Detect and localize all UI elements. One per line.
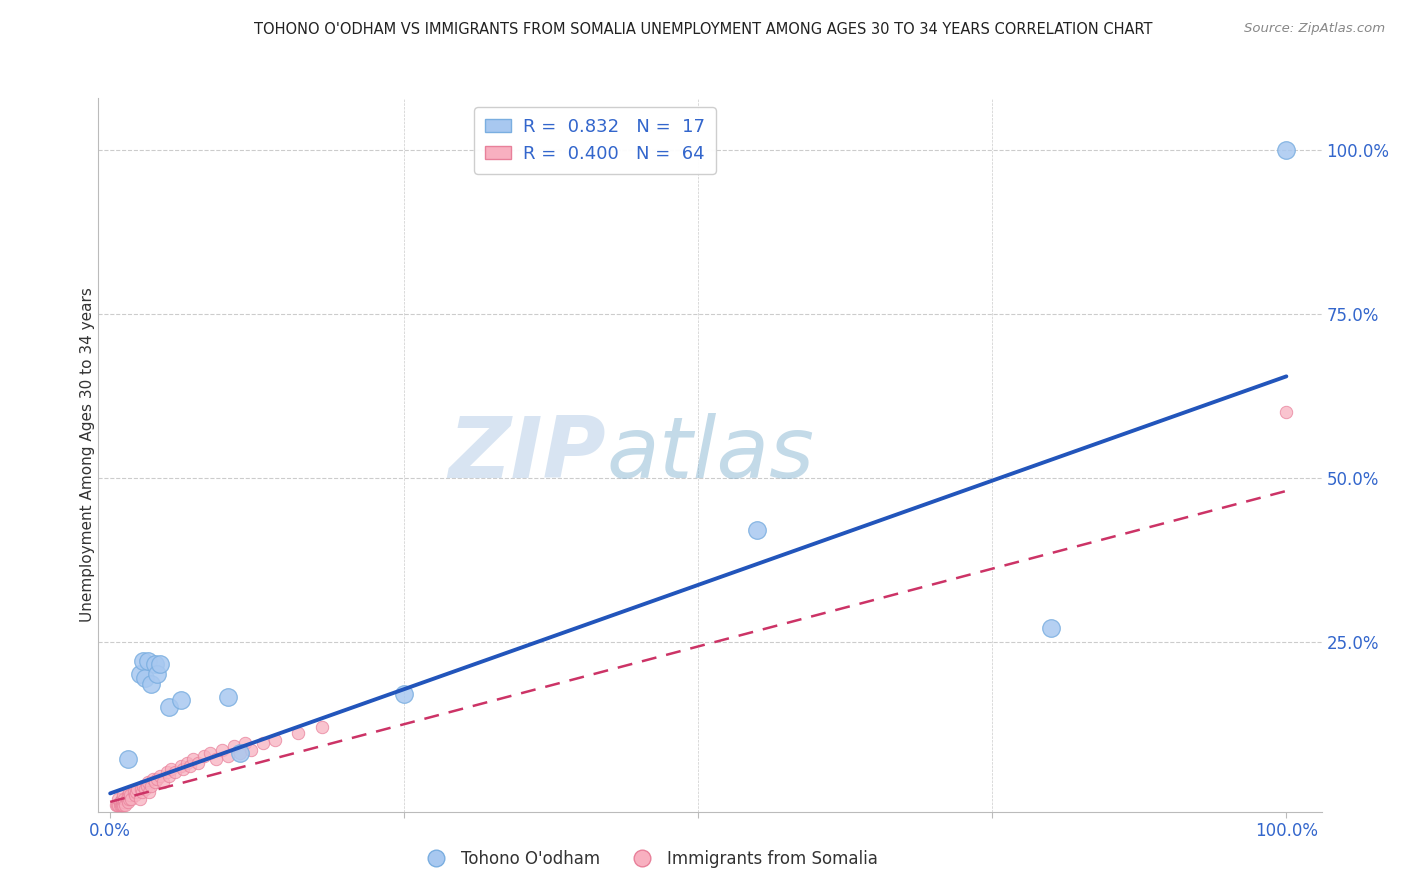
Point (179, 759, 201, 773)
Point (120, 791, 142, 805)
Point (157, 700, 180, 714)
Point (112, 791, 135, 805)
Point (105, 798, 128, 813)
Point (146, 667, 169, 681)
Point (112, 798, 135, 813)
Point (240, 742, 263, 756)
Point (111, 798, 134, 813)
Point (217, 690, 239, 705)
Text: atlas: atlas (606, 413, 814, 497)
Point (160, 762, 183, 776)
Point (170, 693, 193, 707)
Point (1040, 621, 1063, 635)
Point (170, 759, 193, 773)
Point (149, 657, 172, 672)
Point (1275, 405, 1298, 419)
Point (111, 791, 134, 805)
Point (132, 654, 155, 668)
Point (1275, 144, 1298, 158)
Point (172, 762, 194, 776)
Point (211, 742, 233, 756)
Point (136, 775, 159, 789)
Point (117, 752, 139, 766)
Point (135, 779, 157, 793)
Point (112, 789, 135, 803)
Point (117, 795, 139, 809)
Text: ZIP: ZIP (449, 413, 606, 497)
Point (108, 795, 131, 809)
Y-axis label: Unemployment Among Ages 30 to 34 years: Unemployment Among Ages 30 to 34 years (80, 287, 94, 623)
Point (120, 789, 142, 803)
Point (107, 798, 129, 813)
Point (228, 746, 250, 760)
Point (117, 789, 139, 803)
Point (125, 785, 148, 799)
Point (222, 739, 245, 754)
Point (141, 779, 163, 793)
Point (198, 746, 221, 760)
Point (176, 756, 198, 770)
Point (252, 736, 274, 750)
Legend: Tohono O'odham, Immigrants from Somalia: Tohono O'odham, Immigrants from Somalia (413, 844, 884, 875)
Point (111, 795, 134, 809)
Point (143, 657, 166, 672)
Point (131, 785, 153, 799)
Point (228, 746, 250, 760)
Point (745, 523, 768, 537)
Point (392, 687, 416, 701)
Point (114, 798, 136, 813)
Point (136, 654, 159, 668)
Point (157, 769, 180, 783)
Point (124, 789, 146, 803)
Point (134, 671, 156, 685)
Point (132, 779, 155, 793)
Point (129, 781, 152, 796)
Point (287, 726, 309, 740)
Point (163, 765, 186, 780)
Point (138, 785, 160, 799)
Point (118, 785, 141, 799)
Point (118, 791, 141, 805)
Point (122, 785, 145, 799)
Point (311, 720, 333, 734)
Point (128, 667, 150, 681)
Point (156, 765, 179, 780)
Point (193, 749, 215, 764)
Point (152, 775, 174, 789)
Point (134, 781, 156, 796)
Point (108, 798, 131, 813)
Text: Source: ZipAtlas.com: Source: ZipAtlas.com (1244, 22, 1385, 36)
Point (149, 769, 172, 783)
Point (217, 749, 239, 764)
Point (263, 732, 285, 747)
Point (107, 791, 129, 805)
Point (235, 736, 257, 750)
Point (141, 772, 163, 786)
Point (105, 798, 128, 813)
Point (143, 775, 166, 789)
Point (112, 795, 135, 809)
Point (205, 752, 228, 766)
Point (146, 772, 169, 786)
Point (115, 791, 138, 805)
Point (110, 798, 132, 813)
Point (128, 791, 150, 805)
Point (187, 756, 209, 770)
Text: TOHONO O'ODHAM VS IMMIGRANTS FROM SOMALIA UNEMPLOYMENT AMONG AGES 30 TO 34 YEARS: TOHONO O'ODHAM VS IMMIGRANTS FROM SOMALI… (253, 22, 1153, 37)
Point (141, 677, 163, 691)
Point (181, 752, 204, 766)
Point (127, 781, 149, 796)
